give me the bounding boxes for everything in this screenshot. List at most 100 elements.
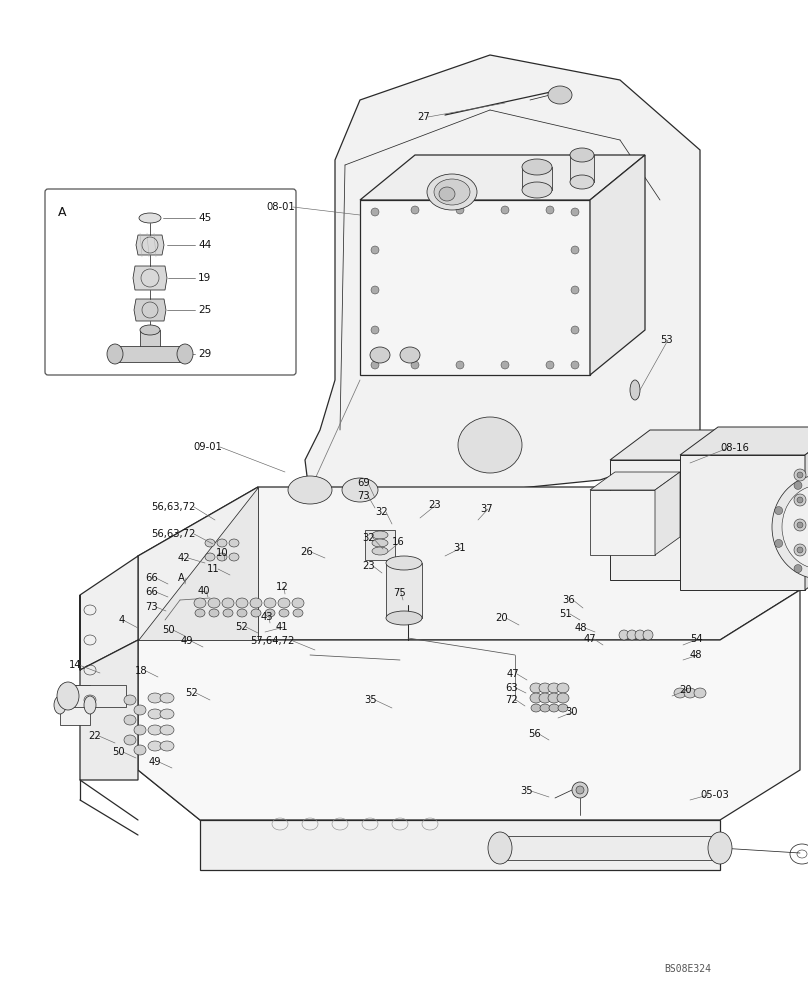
Ellipse shape bbox=[217, 553, 227, 561]
Text: 47: 47 bbox=[507, 669, 519, 679]
Ellipse shape bbox=[549, 704, 559, 712]
Ellipse shape bbox=[540, 704, 550, 712]
Polygon shape bbox=[570, 155, 594, 182]
Ellipse shape bbox=[775, 507, 783, 515]
Ellipse shape bbox=[370, 347, 390, 363]
Ellipse shape bbox=[371, 246, 379, 254]
Polygon shape bbox=[500, 836, 720, 860]
Text: 12: 12 bbox=[276, 582, 288, 592]
Ellipse shape bbox=[208, 598, 220, 608]
Ellipse shape bbox=[674, 688, 686, 698]
Ellipse shape bbox=[292, 598, 304, 608]
Ellipse shape bbox=[548, 693, 560, 703]
Ellipse shape bbox=[278, 598, 290, 608]
Ellipse shape bbox=[57, 682, 79, 710]
Text: 4: 4 bbox=[119, 615, 125, 625]
Text: 42: 42 bbox=[178, 553, 190, 563]
Ellipse shape bbox=[293, 609, 303, 617]
Text: 18: 18 bbox=[136, 666, 148, 676]
Ellipse shape bbox=[571, 361, 579, 369]
Ellipse shape bbox=[570, 175, 594, 189]
Polygon shape bbox=[386, 563, 422, 618]
Text: 10: 10 bbox=[216, 548, 229, 558]
Polygon shape bbox=[680, 427, 808, 455]
Ellipse shape bbox=[411, 361, 419, 369]
Ellipse shape bbox=[794, 565, 802, 573]
Ellipse shape bbox=[501, 361, 509, 369]
Text: 66: 66 bbox=[145, 587, 158, 597]
Ellipse shape bbox=[160, 741, 174, 751]
Polygon shape bbox=[134, 299, 166, 321]
Ellipse shape bbox=[572, 782, 588, 798]
Ellipse shape bbox=[797, 522, 803, 528]
Text: 53: 53 bbox=[660, 335, 672, 345]
Ellipse shape bbox=[427, 174, 477, 210]
Ellipse shape bbox=[134, 725, 146, 735]
Text: 19: 19 bbox=[198, 273, 211, 283]
Ellipse shape bbox=[530, 693, 542, 703]
Ellipse shape bbox=[571, 246, 579, 254]
Ellipse shape bbox=[557, 683, 569, 693]
Text: 63: 63 bbox=[505, 683, 518, 693]
Ellipse shape bbox=[684, 688, 696, 698]
Polygon shape bbox=[590, 155, 645, 375]
Polygon shape bbox=[138, 590, 800, 820]
Text: 14: 14 bbox=[69, 660, 81, 670]
Ellipse shape bbox=[160, 725, 174, 735]
Ellipse shape bbox=[222, 598, 234, 608]
Ellipse shape bbox=[539, 683, 551, 693]
Ellipse shape bbox=[434, 179, 470, 205]
Ellipse shape bbox=[794, 494, 806, 506]
Ellipse shape bbox=[488, 832, 512, 864]
Ellipse shape bbox=[797, 497, 803, 503]
Text: 32: 32 bbox=[376, 507, 388, 517]
Ellipse shape bbox=[694, 688, 706, 698]
Ellipse shape bbox=[794, 469, 806, 481]
Ellipse shape bbox=[229, 539, 239, 547]
Ellipse shape bbox=[134, 745, 146, 755]
Ellipse shape bbox=[124, 695, 136, 705]
Text: 47: 47 bbox=[583, 634, 596, 644]
Ellipse shape bbox=[371, 286, 379, 294]
Polygon shape bbox=[655, 472, 680, 555]
Ellipse shape bbox=[148, 709, 162, 719]
Ellipse shape bbox=[775, 539, 783, 547]
Ellipse shape bbox=[576, 786, 584, 794]
Text: 66: 66 bbox=[145, 573, 158, 583]
Text: 09-01: 09-01 bbox=[193, 442, 222, 452]
Ellipse shape bbox=[794, 481, 802, 489]
Text: BS08E324: BS08E324 bbox=[664, 964, 711, 974]
Text: 51: 51 bbox=[559, 609, 572, 619]
Ellipse shape bbox=[635, 630, 645, 640]
Ellipse shape bbox=[371, 361, 379, 369]
Text: 23: 23 bbox=[428, 500, 440, 510]
Text: 49: 49 bbox=[180, 636, 193, 646]
Ellipse shape bbox=[571, 326, 579, 334]
Ellipse shape bbox=[522, 159, 552, 175]
Ellipse shape bbox=[797, 547, 803, 553]
Polygon shape bbox=[136, 235, 164, 255]
Text: 23: 23 bbox=[362, 561, 375, 571]
Ellipse shape bbox=[124, 735, 136, 745]
Ellipse shape bbox=[501, 206, 509, 214]
Ellipse shape bbox=[124, 715, 136, 725]
Ellipse shape bbox=[522, 182, 552, 198]
Ellipse shape bbox=[251, 609, 261, 617]
Ellipse shape bbox=[140, 325, 160, 335]
Polygon shape bbox=[138, 487, 258, 820]
Polygon shape bbox=[590, 472, 680, 490]
Ellipse shape bbox=[279, 609, 289, 617]
Ellipse shape bbox=[205, 539, 215, 547]
Text: 56,63,72: 56,63,72 bbox=[152, 502, 196, 512]
Text: A: A bbox=[178, 573, 185, 583]
Polygon shape bbox=[805, 427, 808, 590]
Ellipse shape bbox=[548, 683, 560, 693]
Text: 05-03: 05-03 bbox=[700, 790, 729, 800]
Ellipse shape bbox=[237, 609, 247, 617]
Polygon shape bbox=[138, 487, 258, 640]
Ellipse shape bbox=[372, 547, 388, 555]
Text: 56,63,72: 56,63,72 bbox=[152, 529, 196, 539]
Ellipse shape bbox=[54, 696, 66, 714]
Polygon shape bbox=[60, 685, 90, 725]
Ellipse shape bbox=[619, 630, 629, 640]
